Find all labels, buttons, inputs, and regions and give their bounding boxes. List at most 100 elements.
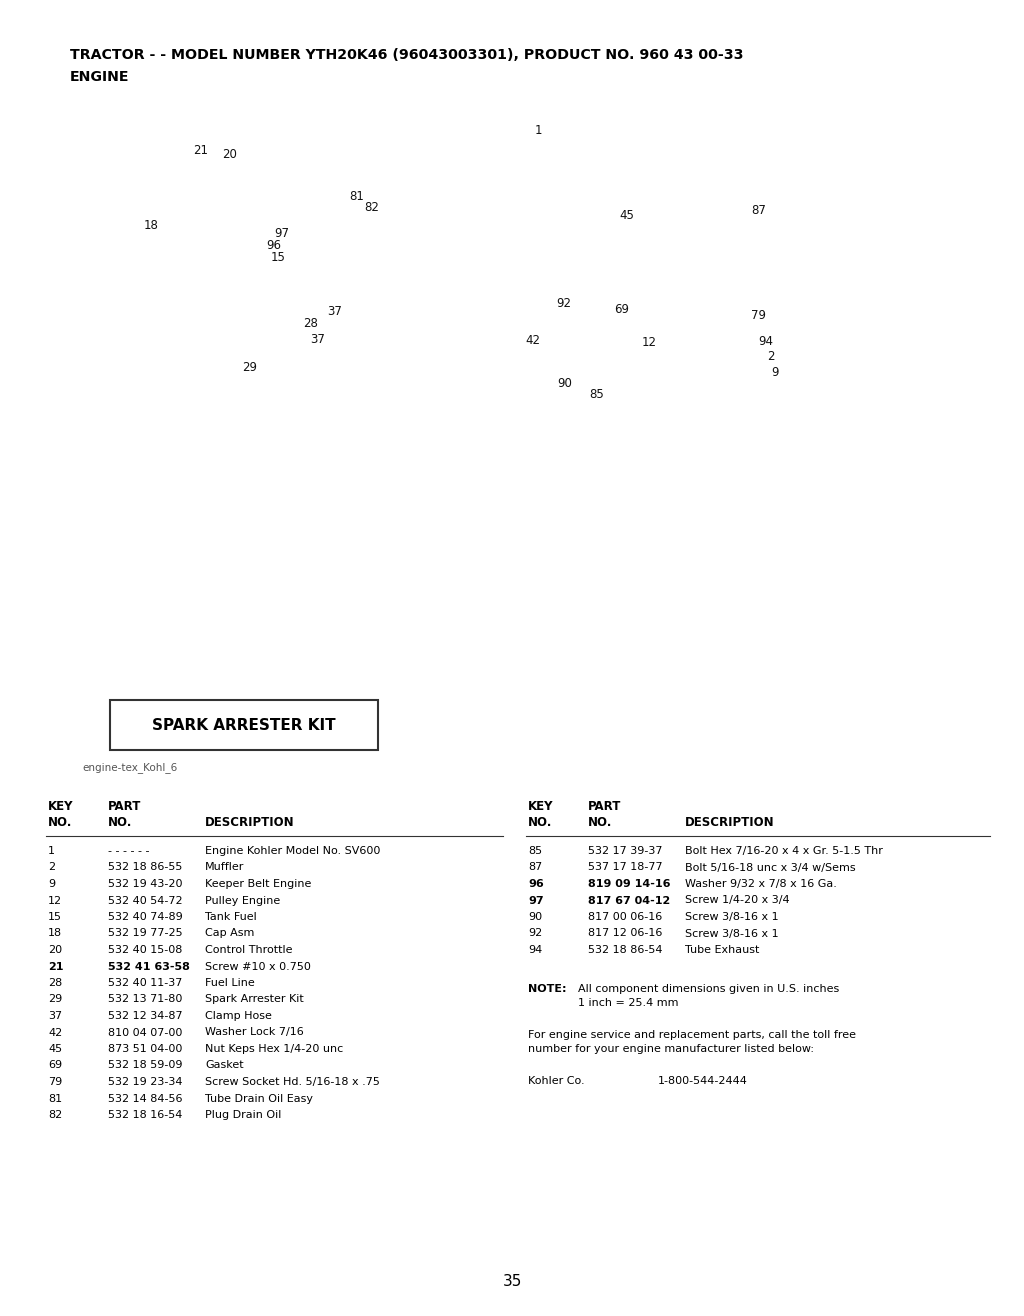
Text: 90: 90 <box>528 912 542 923</box>
Text: 532 18 86-55: 532 18 86-55 <box>108 862 182 873</box>
Text: 21: 21 <box>194 143 208 157</box>
Text: NO.: NO. <box>48 816 73 829</box>
Text: 532 12 34-87: 532 12 34-87 <box>108 1011 182 1021</box>
Text: For engine service and replacement parts, call the toll free
number for your eng: For engine service and replacement parts… <box>528 1029 856 1054</box>
Text: 69: 69 <box>614 303 629 316</box>
Text: 94: 94 <box>759 336 773 347</box>
Text: All component dimensions given in U.S. inches
1 inch = 25.4 mm: All component dimensions given in U.S. i… <box>578 983 840 1008</box>
Text: engine-tex_Kohl_6: engine-tex_Kohl_6 <box>82 762 177 772</box>
Text: Screw Socket Hd. 5/16-18 x .75: Screw Socket Hd. 5/16-18 x .75 <box>205 1076 380 1087</box>
Text: 37: 37 <box>328 304 342 317</box>
Text: 532 19 43-20: 532 19 43-20 <box>108 879 182 890</box>
Text: Screw 3/8-16 x 1: Screw 3/8-16 x 1 <box>685 912 778 923</box>
Text: 28: 28 <box>48 978 62 988</box>
Text: 532 40 54-72: 532 40 54-72 <box>108 895 182 905</box>
Text: 1: 1 <box>535 124 543 137</box>
Text: 532 18 59-09: 532 18 59-09 <box>108 1061 182 1070</box>
Text: 532 14 84-56: 532 14 84-56 <box>108 1094 182 1104</box>
Text: Washer 9/32 x 7/8 x 16 Ga.: Washer 9/32 x 7/8 x 16 Ga. <box>685 879 837 890</box>
Text: SPARK ARRESTER KIT: SPARK ARRESTER KIT <box>153 717 336 733</box>
Text: 81: 81 <box>48 1094 62 1104</box>
Text: PART: PART <box>588 800 622 813</box>
Text: 15: 15 <box>48 912 62 923</box>
Text: 18: 18 <box>48 929 62 938</box>
Text: 94: 94 <box>528 945 543 955</box>
Text: 20: 20 <box>222 149 237 161</box>
Text: 69: 69 <box>48 1061 62 1070</box>
Text: 87: 87 <box>752 204 766 217</box>
Text: 15: 15 <box>271 251 286 265</box>
Text: 873 51 04-00: 873 51 04-00 <box>108 1044 182 1054</box>
Text: 37: 37 <box>48 1011 62 1021</box>
Text: Kohler Co.: Kohler Co. <box>528 1075 585 1086</box>
Text: 79: 79 <box>48 1076 62 1087</box>
Text: 20: 20 <box>48 945 62 955</box>
Text: 97: 97 <box>528 895 544 905</box>
Text: Bolt Hex 7/16-20 x 4 x Gr. 5-1.5 Thr: Bolt Hex 7/16-20 x 4 x Gr. 5-1.5 Thr <box>685 846 883 855</box>
Text: 82: 82 <box>365 201 379 215</box>
Text: Washer Lock 7/16: Washer Lock 7/16 <box>205 1028 304 1037</box>
Text: 532 40 15-08: 532 40 15-08 <box>108 945 182 955</box>
Text: NO.: NO. <box>588 816 612 829</box>
Text: 82: 82 <box>48 1109 62 1120</box>
Text: 532 40 74-89: 532 40 74-89 <box>108 912 182 923</box>
Text: 85: 85 <box>528 846 542 855</box>
Text: 12: 12 <box>48 895 62 905</box>
Text: Clamp Hose: Clamp Hose <box>205 1011 272 1021</box>
Text: 37: 37 <box>310 333 325 346</box>
Text: TRACTOR - - MODEL NUMBER YTH20K46 (96043003301), PRODUCT NO. 960 43 00-33: TRACTOR - - MODEL NUMBER YTH20K46 (96043… <box>70 47 743 62</box>
Text: 532 17 39-37: 532 17 39-37 <box>588 846 663 855</box>
Text: 79: 79 <box>752 309 766 322</box>
Text: Engine Kohler Model No. SV600: Engine Kohler Model No. SV600 <box>205 846 380 855</box>
Text: Tube Exhaust: Tube Exhaust <box>685 945 760 955</box>
Text: 9: 9 <box>48 879 55 890</box>
Text: 28: 28 <box>303 317 317 330</box>
Text: Nut Keps Hex 1/4-20 unc: Nut Keps Hex 1/4-20 unc <box>205 1044 343 1054</box>
Text: 817 67 04-12: 817 67 04-12 <box>588 895 671 905</box>
Text: 1: 1 <box>48 846 55 855</box>
Text: 532 40 11-37: 532 40 11-37 <box>108 978 182 988</box>
Text: 532 18 86-54: 532 18 86-54 <box>588 945 663 955</box>
Text: 42: 42 <box>48 1028 62 1037</box>
Text: 1-800-544-2444: 1-800-544-2444 <box>658 1075 748 1086</box>
Text: 2: 2 <box>48 862 55 873</box>
Text: 18: 18 <box>144 218 159 232</box>
Text: Spark Arrester Kit: Spark Arrester Kit <box>205 995 304 1004</box>
Text: 532 19 23-34: 532 19 23-34 <box>108 1076 182 1087</box>
Text: 81: 81 <box>349 190 364 203</box>
Text: 85: 85 <box>590 388 604 401</box>
Text: KEY: KEY <box>48 800 74 813</box>
Text: NO.: NO. <box>108 816 132 829</box>
Text: Screw #10 x 0.750: Screw #10 x 0.750 <box>205 962 311 971</box>
Text: 810 04 07-00: 810 04 07-00 <box>108 1028 182 1037</box>
Text: 92: 92 <box>528 929 543 938</box>
Text: 29: 29 <box>243 362 257 374</box>
Text: Tube Drain Oil Easy: Tube Drain Oil Easy <box>205 1094 313 1104</box>
Text: NO.: NO. <box>528 816 552 829</box>
Text: Plug Drain Oil: Plug Drain Oil <box>205 1109 282 1120</box>
Text: Gasket: Gasket <box>205 1061 244 1070</box>
Text: 819 09 14-16: 819 09 14-16 <box>588 879 671 890</box>
Text: 96: 96 <box>528 879 544 890</box>
Text: Screw 1/4-20 x 3/4: Screw 1/4-20 x 3/4 <box>685 895 790 905</box>
Text: 97: 97 <box>274 228 289 241</box>
Text: Cap Asm: Cap Asm <box>205 929 254 938</box>
Text: 532 19 77-25: 532 19 77-25 <box>108 929 182 938</box>
Text: 532 41 63-58: 532 41 63-58 <box>108 962 189 971</box>
Text: Bolt 5/16-18 unc x 3/4 w/Sems: Bolt 5/16-18 unc x 3/4 w/Sems <box>685 862 856 873</box>
Text: 12: 12 <box>642 336 656 349</box>
Text: Keeper Belt Engine: Keeper Belt Engine <box>205 879 311 890</box>
Text: PART: PART <box>108 800 141 813</box>
Text: - - - - - -: - - - - - - <box>108 846 150 855</box>
Text: 96: 96 <box>266 238 281 251</box>
Text: 9: 9 <box>771 366 779 379</box>
Text: 532 18 16-54: 532 18 16-54 <box>108 1109 182 1120</box>
Text: DESCRIPTION: DESCRIPTION <box>685 816 774 829</box>
Text: Pulley Engine: Pulley Engine <box>205 895 281 905</box>
Text: 2: 2 <box>767 350 775 363</box>
Text: 87: 87 <box>528 862 543 873</box>
Bar <box>110 700 378 750</box>
Text: 35: 35 <box>503 1274 521 1290</box>
Text: 817 00 06-16: 817 00 06-16 <box>588 912 663 923</box>
Text: 532 13 71-80: 532 13 71-80 <box>108 995 182 1004</box>
